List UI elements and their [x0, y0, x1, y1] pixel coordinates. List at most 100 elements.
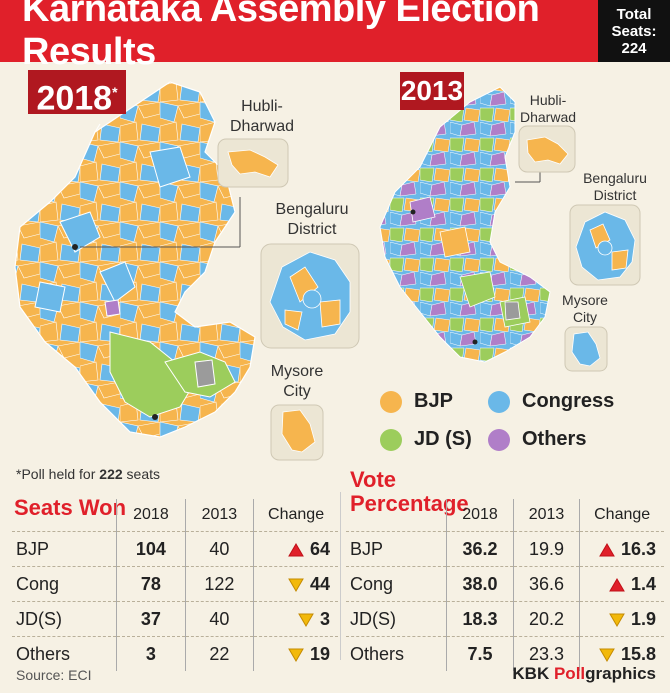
table-row: Others 3 22 19 — [12, 636, 338, 671]
inset-label-hubli-2018: Hubli- Dharwad — [229, 98, 295, 135]
inset-mysore-2018 — [270, 404, 324, 461]
footnote-suffix: seats — [122, 466, 160, 482]
change-value: 1.4 — [630, 573, 656, 594]
page-title: Karnataka Assembly Election Results — [22, 0, 540, 73]
change-cell: 44 — [253, 566, 338, 602]
party-cell: BJP — [12, 531, 117, 567]
footnote-prefix: *Poll held for — [16, 466, 100, 482]
legend-bjp-label: BJP — [414, 390, 453, 412]
credit-poll: Poll — [553, 664, 586, 683]
table-row: Cong 78 122 44 — [12, 566, 338, 602]
down-triangle-icon — [288, 578, 304, 592]
table-row: BJP 104 40 64 — [12, 531, 338, 567]
value-2013-cell: 23.3 — [512, 636, 580, 671]
credit-suffix: graphics — [585, 664, 656, 683]
seats-won-table: 2018 2013 Change BJP 104 40 64 Cong 78 122 44 JD… — [12, 499, 338, 671]
inset-label-mysore-2018: Mysore City — [270, 363, 324, 400]
party-cell: Others — [346, 636, 447, 671]
others-swatch — [488, 428, 510, 451]
vote-percentage-table: 2018 2013 Change BJP 36.2 19.9 16.3 Cong 38.0… — [346, 499, 664, 671]
total-seats-value: 224 — [621, 39, 647, 57]
value-2018-cell: 104 — [116, 531, 186, 567]
down-triangle-icon — [288, 648, 304, 662]
value-2013-cell: 22 — [184, 636, 254, 671]
col-2018-header: 2018 — [446, 499, 514, 532]
party-col-header — [346, 499, 447, 532]
year-badge-2013: 2013 — [400, 72, 464, 110]
party-cell: Cong — [346, 566, 447, 602]
source-note: Source: ECI — [16, 667, 92, 683]
down-triangle-icon — [599, 648, 615, 662]
value-2013-cell: 19.9 — [512, 531, 580, 567]
inset-mysore-2013 — [564, 326, 608, 372]
change-cell: 3 — [253, 601, 338, 637]
credit-brand: KBK — [512, 664, 554, 683]
up-triangle-icon — [599, 542, 615, 557]
inset-label-hubli-2013: Hubli- Dharwad — [519, 92, 577, 125]
value-2013-cell: 20.2 — [512, 601, 580, 637]
bjp-swatch — [380, 390, 402, 413]
value-2018-cell: 18.3 — [446, 601, 514, 637]
up-triangle-icon — [609, 577, 625, 592]
inset-label-mysore-2013: Mysore City — [562, 292, 608, 325]
party-cell: JD(S) — [12, 601, 117, 637]
value-2018-cell: 37 — [116, 601, 186, 637]
up-triangle-icon — [288, 542, 304, 557]
change-cell: 16.3 — [579, 531, 664, 567]
seats-won-title: Seats Won — [14, 495, 127, 520]
change-value: 19 — [309, 643, 330, 664]
change-cell: 64 — [253, 531, 338, 567]
party-cell: BJP — [346, 531, 447, 567]
down-triangle-icon — [609, 613, 625, 627]
maps-svg — [14, 81, 641, 461]
col-change-header: Change — [253, 499, 338, 532]
inset-label-bengaluru-2013: Bengaluru District — [583, 170, 647, 203]
table-header-row: 2018 2013 Change — [12, 499, 338, 532]
jds-swatch — [380, 428, 402, 451]
year-2018-text: 2018 — [36, 79, 113, 118]
table-row: BJP 36.2 19.9 16.3 — [346, 531, 664, 567]
down-triangle-icon — [298, 613, 314, 627]
table-row: Others 7.5 23.3 15.8 — [346, 636, 664, 671]
header-banner: Karnataka Assembly Election Results — [0, 0, 598, 73]
col-2013-header: 2013 — [184, 499, 254, 532]
col-2018-header: 2018 — [116, 499, 186, 532]
inset-bengaluru-2013 — [569, 204, 641, 286]
change-cell: 1.9 — [579, 601, 664, 637]
inset-hubli-2018 — [217, 138, 289, 188]
table-row: JD(S) 18.3 20.2 1.9 — [346, 601, 664, 637]
change-value: 16.3 — [620, 538, 656, 559]
total-label: Total — [616, 5, 652, 23]
credit-logo: KBK Pollgraphics — [512, 664, 656, 684]
year-2018-mark: * — [112, 84, 118, 100]
change-cell: 1.4 — [579, 566, 664, 602]
congress-swatch — [488, 390, 510, 413]
value-2018-cell: 78 — [116, 566, 186, 602]
map-legend: BJP Congress JD (S) Others — [378, 385, 668, 475]
party-cell: Cong — [12, 566, 117, 602]
vote-title-line1: Vote — [350, 467, 397, 492]
inset-bengaluru-2018 — [260, 243, 360, 349]
value-2018-cell: 36.2 — [446, 531, 514, 567]
col-2013-header: 2013 — [512, 499, 580, 532]
legend-item-jds: JD (S) — [380, 428, 472, 451]
legend-item-bjp: BJP — [380, 390, 453, 413]
party-cell: Others — [12, 636, 117, 671]
legend-item-others: Others — [488, 428, 586, 451]
change-value: 3 — [319, 608, 330, 629]
legend-congress-label: Congress — [522, 390, 615, 412]
value-2018-cell: 3 — [116, 636, 186, 671]
party-col-header — [12, 499, 117, 532]
change-cell: 19 — [253, 636, 338, 671]
change-value: 1.9 — [630, 608, 656, 629]
change-cell: 15.8 — [579, 636, 664, 671]
seats-label: Seats: — [611, 22, 657, 40]
value-2018-cell: 7.5 — [446, 636, 514, 671]
value-2013-cell: 40 — [184, 531, 254, 567]
inset-label-bengaluru-2018: Bengaluru District — [275, 201, 349, 238]
tables-divider — [340, 492, 341, 660]
total-seats-box: Total Seats: 224 — [598, 0, 670, 62]
change-value: 64 — [309, 538, 330, 559]
table-row: JD(S) 37 40 3 — [12, 601, 338, 637]
value-2013-cell: 40 — [184, 601, 254, 637]
